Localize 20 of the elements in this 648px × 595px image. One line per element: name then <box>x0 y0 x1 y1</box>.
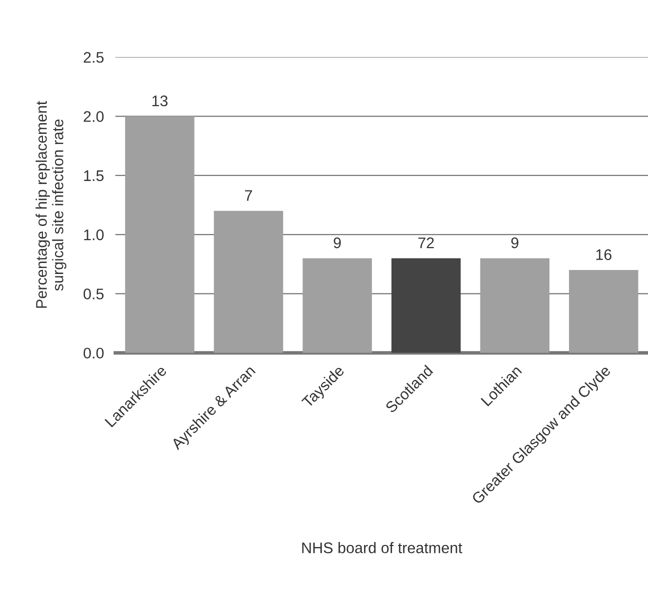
y-tick-label: 0.0 <box>84 348 104 359</box>
y-tick-label: 2.5 <box>84 52 104 63</box>
annotation: 9 <box>334 237 341 248</box>
annotation: 16 <box>596 249 612 260</box>
annotation: 9 <box>511 237 518 248</box>
annotation: 7 <box>245 190 252 201</box>
y-tick-label: 2.0 <box>84 111 104 122</box>
y-tick-label: 0.5 <box>84 288 104 300</box>
bar <box>480 258 550 353</box>
y-tick-label: 1.5 <box>84 170 104 182</box>
bar <box>568 270 638 353</box>
y-axis-title: Percentage of hip replacement surgical site infection rate <box>36 101 66 308</box>
annotation: 72 <box>418 237 434 248</box>
bar <box>302 258 372 353</box>
bar <box>214 210 284 353</box>
bar <box>391 258 461 353</box>
annotation: 13 <box>152 95 168 106</box>
x-axis-title: NHS board of treatment <box>302 542 462 554</box>
y-tick-label: 1.0 <box>84 229 104 240</box>
bar <box>125 116 194 353</box>
